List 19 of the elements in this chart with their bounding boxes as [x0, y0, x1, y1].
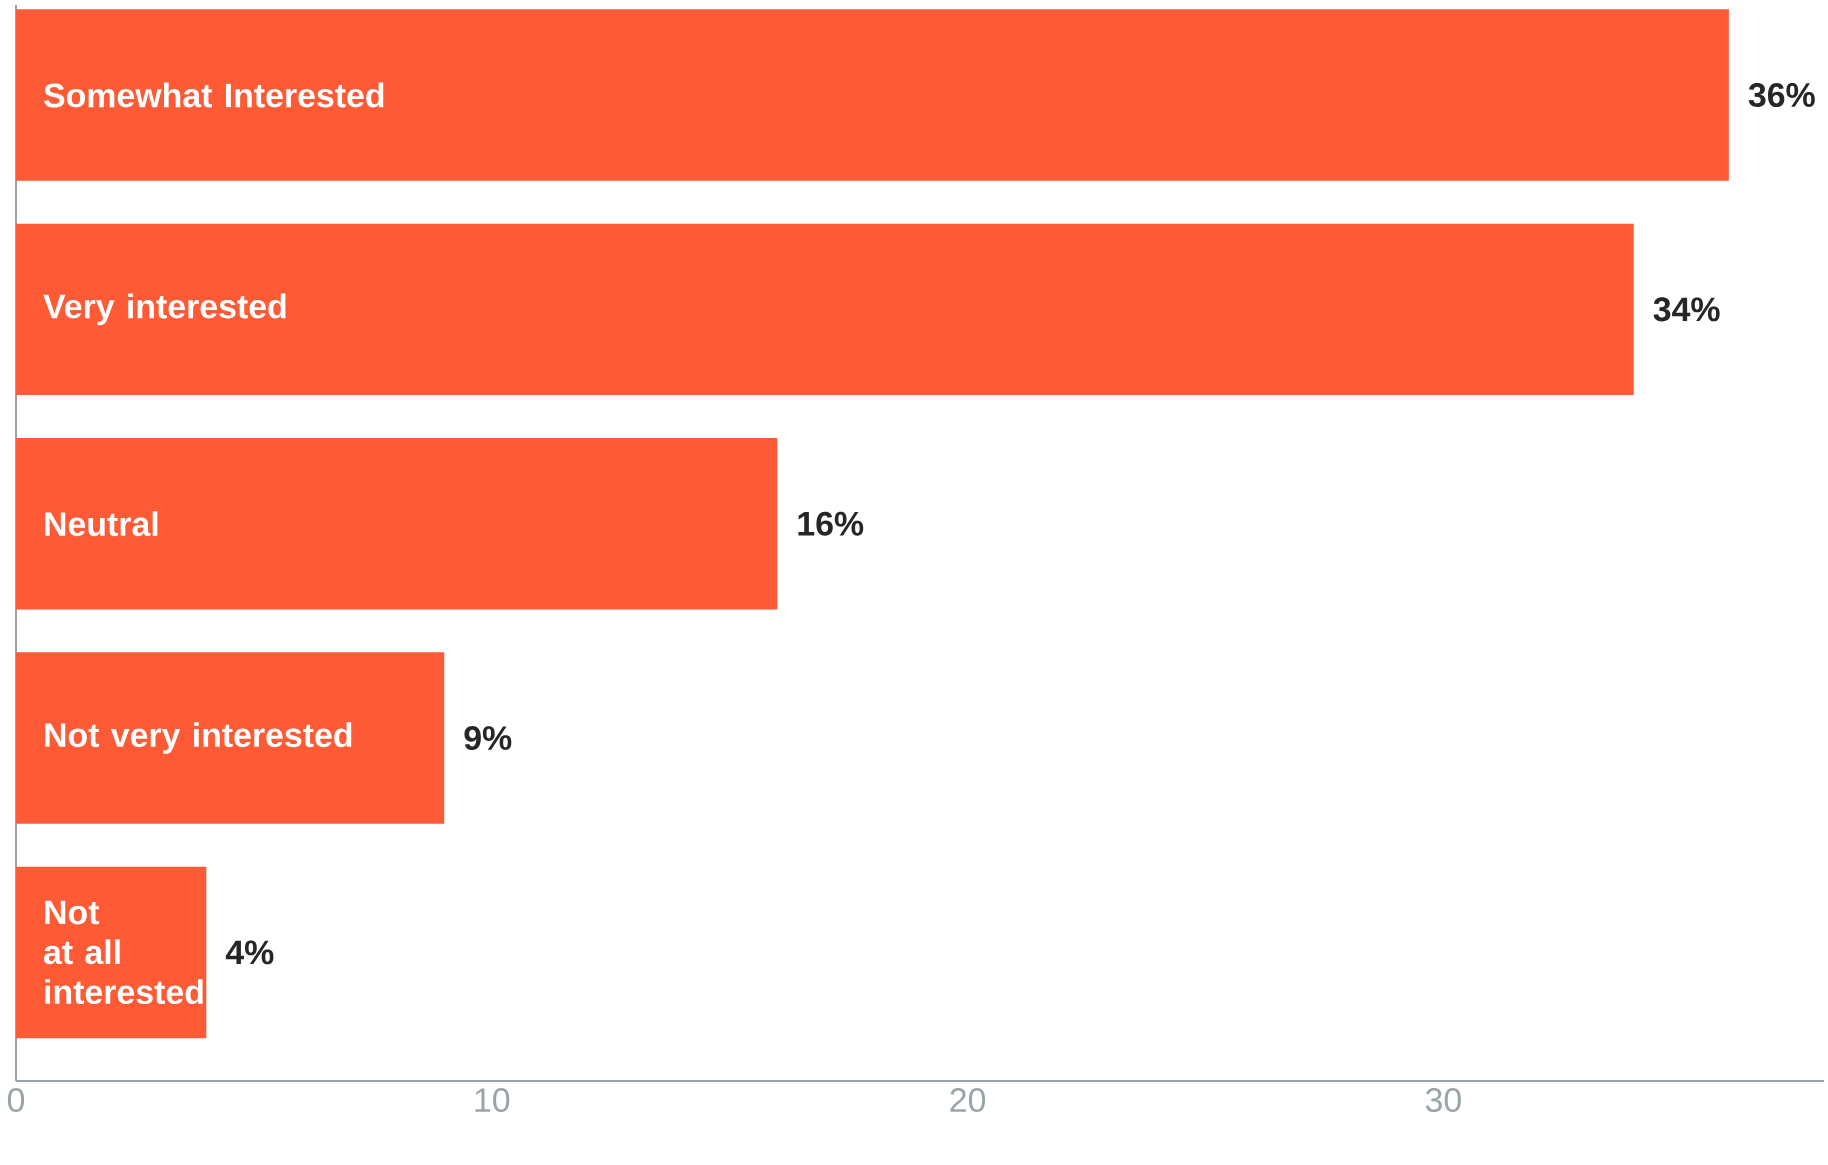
y-tick-label: Neutral	[45, 511, 158, 537]
x-tick-label: 0	[7, 1088, 25, 1113]
bar	[16, 866, 207, 1039]
bar	[16, 9, 1729, 181]
data-label: 4%	[225, 940, 274, 965]
bar	[16, 437, 778, 610]
data-label: 34%	[1653, 297, 1720, 322]
bar	[16, 223, 1634, 396]
y-tick-label: Somewhat Interested	[44, 82, 384, 108]
x-tick-label: 20	[950, 1088, 986, 1113]
bar	[16, 652, 445, 824]
data-label: 36%	[1748, 83, 1815, 108]
x-tick-label: 30	[1425, 1088, 1461, 1113]
data-label: 9%	[464, 726, 512, 751]
x-tick-label: 10	[475, 1088, 510, 1113]
y-tick-label: Very interested	[43, 293, 286, 326]
data-label: 16%	[798, 511, 864, 536]
y-tick-label: Not very interested	[45, 722, 352, 754]
y-tick-label: Not at all interested	[44, 900, 203, 1005]
